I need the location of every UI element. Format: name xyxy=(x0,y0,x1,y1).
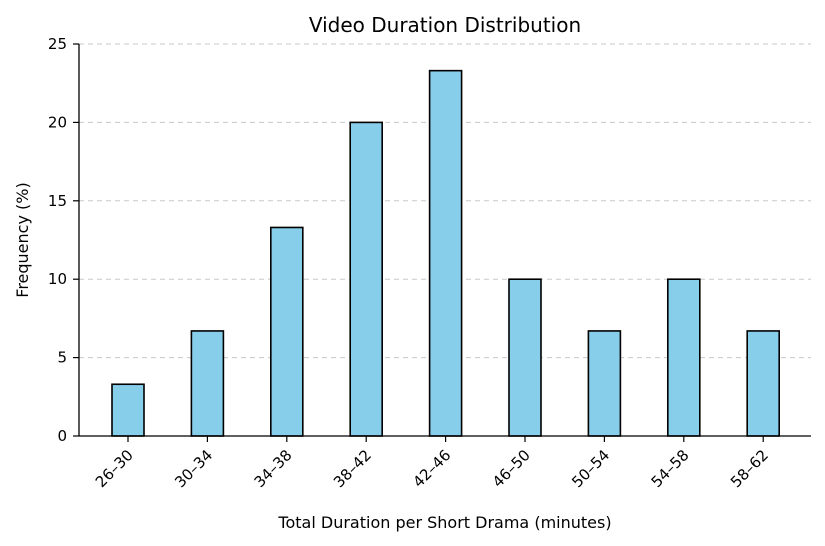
x-tick-label: 46–50 xyxy=(489,446,534,491)
y-tick-label: 20 xyxy=(48,113,67,131)
bars xyxy=(111,69,781,437)
x-tick-label: 30–34 xyxy=(171,446,216,491)
bar xyxy=(111,383,145,437)
bar xyxy=(746,330,781,437)
x-tick-label: 34–38 xyxy=(251,446,296,491)
x-tick-label: 38–42 xyxy=(330,446,375,491)
y-tick-label: 0 xyxy=(57,427,67,445)
x-tick-label: 26–30 xyxy=(92,446,137,491)
bar xyxy=(666,278,701,437)
bar xyxy=(508,278,542,437)
y-ticks: 0 5 10 15 20 25 xyxy=(48,35,79,445)
x-tick-label: 42–46 xyxy=(409,446,454,491)
x-tick-label: 54–58 xyxy=(648,446,693,491)
chart-title: Video Duration Distribution xyxy=(309,13,581,37)
bar xyxy=(269,226,304,437)
bar xyxy=(428,69,463,437)
x-tick-label: 50–54 xyxy=(568,446,613,491)
x-axis-label: Total Duration per Short Drama (minutes) xyxy=(277,513,611,532)
x-ticks: 26–30 30–34 34–38 38–42 42–46 46–50 50–54 54–58… xyxy=(92,436,772,491)
bar xyxy=(349,121,384,437)
y-tick-label: 5 xyxy=(57,349,67,367)
y-tick-label: 15 xyxy=(48,192,67,210)
y-tick-label: 25 xyxy=(48,35,67,53)
y-tick-label: 10 xyxy=(48,270,67,288)
y-axis-label: Frequency (%) xyxy=(13,182,32,297)
bar xyxy=(587,330,622,437)
bar xyxy=(190,330,225,437)
x-tick-label: 58–62 xyxy=(727,446,772,491)
